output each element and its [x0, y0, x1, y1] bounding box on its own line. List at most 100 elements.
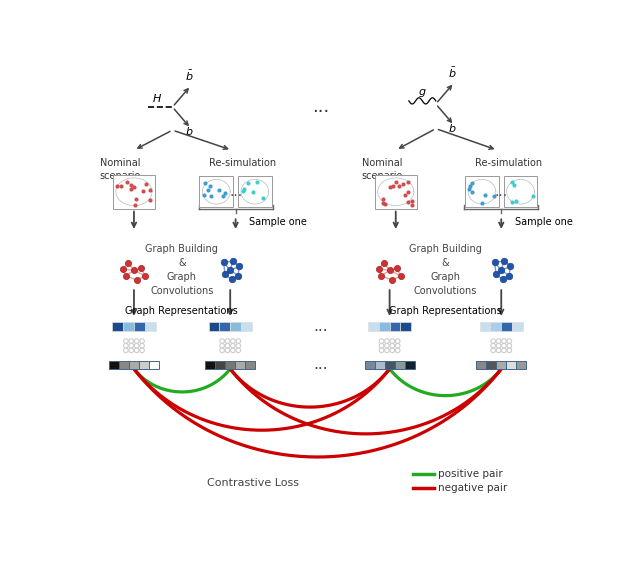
Point	[504, 271, 514, 280]
Text: $g$: $g$	[418, 86, 427, 99]
Point	[145, 186, 156, 195]
Bar	[149, 361, 159, 369]
Point	[124, 259, 134, 268]
Point	[199, 190, 209, 200]
Point	[130, 200, 140, 210]
Point	[490, 258, 500, 267]
Point	[228, 256, 238, 266]
Point	[225, 266, 236, 275]
Point	[205, 191, 216, 200]
Point	[248, 187, 258, 197]
Bar	[134, 322, 145, 331]
Point	[141, 179, 151, 188]
Bar	[119, 361, 129, 369]
Text: ...: ...	[312, 98, 329, 116]
Point	[239, 185, 249, 194]
Bar	[238, 176, 272, 207]
Point	[464, 184, 474, 193]
Bar	[404, 361, 415, 369]
Point	[233, 271, 243, 280]
Point	[388, 182, 398, 191]
Text: Sample one: Sample one	[515, 217, 573, 227]
Point	[403, 187, 413, 197]
Bar	[504, 176, 538, 207]
Bar	[480, 322, 490, 331]
Point	[131, 194, 141, 203]
Point	[506, 262, 516, 271]
Point	[400, 190, 410, 199]
Point	[467, 178, 477, 187]
Point	[511, 196, 522, 205]
Point	[392, 263, 402, 272]
Point	[218, 258, 228, 267]
Point	[385, 266, 395, 275]
Text: $b$: $b$	[185, 125, 194, 137]
Bar	[123, 322, 134, 331]
Text: Graph Representations: Graph Representations	[125, 306, 238, 316]
Text: Re-simulation: Re-simulation	[209, 158, 276, 168]
Bar	[374, 175, 417, 208]
Point	[467, 187, 477, 197]
Point	[477, 198, 487, 207]
Point	[145, 195, 156, 204]
Point	[238, 186, 248, 196]
Point	[394, 181, 404, 190]
Point	[499, 256, 509, 266]
Bar	[209, 322, 220, 331]
Point	[203, 185, 213, 194]
Bar	[501, 322, 512, 331]
Bar	[516, 361, 526, 369]
Bar	[490, 322, 501, 331]
Bar	[385, 361, 395, 369]
Bar	[113, 322, 123, 331]
Point	[136, 263, 146, 272]
Point	[407, 200, 417, 210]
Point	[480, 190, 490, 199]
Point	[122, 177, 132, 186]
Text: ...: ...	[313, 319, 328, 334]
Text: $\bar{b}$: $\bar{b}$	[449, 65, 457, 80]
Bar	[512, 322, 523, 331]
Point	[116, 182, 126, 191]
Bar	[368, 322, 379, 331]
Point	[252, 178, 262, 187]
Point	[120, 271, 131, 280]
Text: $b$: $b$	[449, 121, 457, 134]
Bar	[365, 361, 374, 369]
Point	[380, 199, 390, 208]
Point	[508, 180, 518, 190]
Text: Nominal
scenario: Nominal scenario	[99, 158, 141, 181]
Text: Sample one: Sample one	[250, 217, 307, 227]
Point	[379, 259, 389, 268]
Point	[220, 270, 230, 279]
Text: negative pair: negative pair	[438, 483, 508, 493]
Bar	[145, 322, 156, 331]
Point	[465, 182, 476, 191]
Bar	[225, 361, 236, 369]
Point	[132, 275, 142, 284]
Text: ...: ...	[495, 185, 508, 199]
Point	[528, 192, 538, 201]
Text: ...: ...	[229, 185, 242, 199]
Point	[387, 275, 397, 284]
Point	[126, 185, 136, 194]
Point	[496, 266, 506, 275]
Bar	[113, 175, 155, 208]
Point	[407, 196, 417, 206]
Point	[243, 179, 253, 188]
Bar	[476, 361, 486, 369]
Point	[491, 270, 501, 279]
Text: Contrastive Loss: Contrastive Loss	[207, 478, 298, 488]
Text: Graph Representations: Graph Representations	[388, 306, 501, 316]
Text: $H$: $H$	[152, 92, 162, 105]
Bar	[486, 361, 496, 369]
Point	[227, 274, 237, 284]
Point	[129, 266, 139, 275]
Point	[218, 191, 228, 200]
Point	[140, 271, 150, 280]
Point	[403, 177, 413, 186]
Point	[112, 181, 122, 190]
Point	[385, 182, 395, 192]
Point	[125, 180, 136, 190]
Point	[234, 262, 244, 271]
